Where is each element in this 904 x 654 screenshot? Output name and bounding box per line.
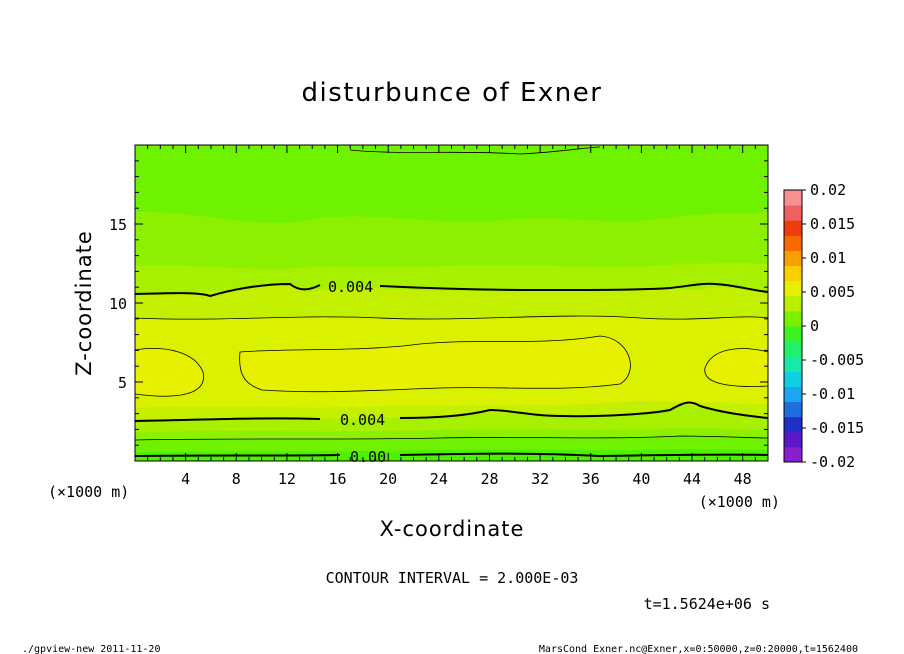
colorbar-swatch: [784, 326, 802, 342]
x-tick-label: 8: [232, 470, 241, 488]
chart-title: disturbunce of Exner: [302, 78, 603, 108]
x-tick-label: 40: [632, 470, 650, 488]
colorbar-swatch: [784, 401, 802, 418]
contour-label: 0.004: [340, 411, 385, 429]
colorbar-tick-label: 0.01: [810, 249, 846, 267]
colorbar-swatch: [784, 341, 802, 357]
footer-left: ./gpview-new 2011-11-20: [22, 644, 160, 654]
x-tick-label: 44: [683, 470, 701, 488]
colorbar-swatch: [784, 446, 802, 463]
contour-line-top: [349, 146, 601, 155]
x-tick-label: 36: [582, 470, 600, 488]
colorbar-tick-label: -0.015: [810, 419, 864, 437]
colorbar-swatch: [784, 205, 802, 221]
y-tick-label: 10: [109, 295, 127, 313]
x-tick-label: 32: [531, 470, 549, 488]
colorbar-tick-label: 0.02: [810, 181, 846, 199]
x-tick-label: 12: [278, 470, 296, 488]
x-tick-label: 48: [734, 470, 752, 488]
y-tick-labels: 5 10 15: [109, 216, 127, 392]
colorbar-swatch: [784, 190, 802, 206]
colorbar-swatch: [784, 416, 802, 433]
contour-interval: CONTOUR INTERVAL = 2.000E-03: [326, 569, 579, 587]
colorbar-tick-label: 0.005: [810, 283, 855, 301]
contour-line-zero: [135, 452, 768, 458]
blob-left: [135, 348, 204, 397]
x-unit-label: (×1000 m): [699, 493, 780, 511]
colorbar-swatch: [784, 280, 802, 297]
axis-ticks: [134, 144, 769, 462]
time-label: t=1.5624e+06 s: [644, 595, 770, 613]
y-axis-label: Z-coordinate: [72, 230, 96, 376]
contour-line-low-1: [135, 435, 768, 441]
y-tick-label: 5: [118, 374, 127, 392]
x-tick-label: 16: [329, 470, 347, 488]
colorbar-tick-label: 0: [810, 317, 819, 335]
y-tick-label: 15: [109, 216, 127, 234]
x-axis-label: X-coordinate: [380, 517, 525, 541]
colorbar-swatch: [784, 431, 802, 448]
colorbar-swatch: [784, 295, 802, 312]
contour-label: 0.00: [350, 448, 386, 466]
colorbar-tick-label: -0.005: [810, 351, 864, 369]
colorbar-tick-label: -0.01: [810, 385, 855, 403]
blob-center: [239, 335, 631, 393]
footer-right: MarsCond_Exner.nc@Exner,x=0:50000,z=0:20…: [539, 644, 858, 654]
plot-area: [135, 145, 768, 461]
x-tick-label: 20: [379, 470, 397, 488]
colorbar-swatch: [784, 371, 802, 387]
contour-line-upper: [135, 282, 768, 298]
colorbar-swatch: [784, 310, 802, 327]
y-unit-label: (×1000 m): [48, 483, 129, 501]
blob-right: [704, 348, 768, 387]
colorbar-tick-labels: 0.02 0.015 0.01 0.005 0 -0.005 -0.01 -0.015 -0.0…: [802, 181, 864, 471]
x-tick-label: 24: [430, 470, 448, 488]
colorbar-tick-label: 0.015: [810, 215, 855, 233]
colorbar-swatch: [784, 250, 802, 267]
colorbar-swatch: [784, 356, 802, 372]
colorbar-swatch: [784, 220, 802, 236]
x-tick-labels: 4 8 12 16 20 24 28 32 36 40 44 48: [181, 470, 752, 488]
colorbar-tick-label: -0.02: [810, 453, 855, 471]
colorbar: [783, 189, 803, 463]
contour-line-lower: [135, 401, 768, 422]
contour-line-mid: [135, 315, 768, 320]
colorbar-swatch: [784, 386, 802, 403]
colorbar-swatch: [784, 235, 802, 251]
x-tick-label: 28: [480, 470, 498, 488]
colorbar-swatch: [784, 265, 802, 282]
x-tick-label: 4: [181, 470, 190, 488]
contour-label: 0.004: [328, 278, 373, 296]
